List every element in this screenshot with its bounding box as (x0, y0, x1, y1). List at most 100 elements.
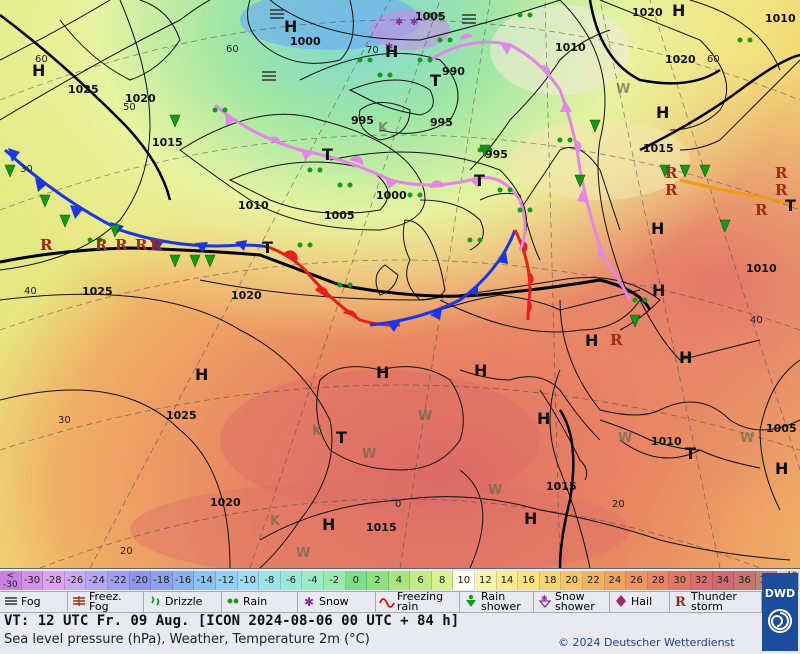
label-1010-mid: 1010 (238, 199, 269, 212)
label-1010-north: 1010 (555, 41, 586, 54)
low-russia: T (785, 196, 796, 215)
svg-text:R: R (150, 236, 163, 254)
colorbar-cell: -2 (323, 571, 346, 590)
colorbar-cell: 16 (518, 571, 540, 590)
legend-item-label: Rain shower (481, 590, 521, 613)
label-1015-nw: 1015 (152, 136, 183, 149)
high-turkey: H (775, 459, 788, 478)
high-france: H (376, 363, 389, 382)
low-atlantic: T (322, 145, 333, 164)
svg-text:R: R (135, 236, 148, 254)
label-1025-west: 1025 (82, 285, 113, 298)
colorbar-cell: 28 (647, 571, 670, 590)
high-nw: H (32, 61, 45, 80)
colorbar-cell: 34 (712, 571, 735, 590)
label-1010-east: 1010 (746, 262, 777, 275)
low-balkan: T (685, 444, 696, 463)
cold-front-channel-triangles (388, 252, 508, 332)
rain-icon (225, 593, 241, 612)
low-iceland: T (430, 71, 441, 90)
warm-letter-africa: W (296, 546, 310, 561)
hail-icon (613, 593, 629, 612)
legend-item-hail: Hail (610, 592, 670, 612)
legend-item-label: Thunder storm (691, 590, 737, 613)
svg-text:R: R (40, 236, 53, 254)
warm-letter-spain: W (418, 409, 432, 424)
legend-item-label: Freezing rain (397, 590, 444, 613)
svg-text:✱: ✱ (304, 595, 314, 608)
chart-description: Sea level pressure (hPa), Weather, Tempe… (4, 632, 370, 647)
colorbar-cell: -20 (129, 571, 152, 590)
low-iberia: T (336, 428, 347, 447)
label-1020-n: 1020 (665, 53, 696, 66)
label-1015-africa: 1015 (366, 521, 397, 534)
svg-text:R: R (115, 236, 128, 254)
svg-text:R: R (610, 331, 623, 349)
svg-text:R: R (755, 201, 768, 219)
colorbar-cell: 4 (388, 571, 411, 590)
colorbar-cell: -26 (64, 571, 87, 590)
legend-item-freezing-fog: Freez. Fog (68, 591, 144, 612)
cold-letter-iceland: K (378, 121, 389, 136)
label-995-a: 995 (351, 114, 374, 127)
label-1020-west: 1020 (231, 289, 262, 302)
isobars (0, 0, 800, 568)
legend-item-rain: Rain (222, 592, 298, 612)
isotherm-70-n: 70 (366, 45, 379, 56)
fog-icon (3, 593, 19, 612)
warm-letter-algeria: W (488, 483, 502, 498)
dwd-swirl-icon (768, 609, 792, 633)
colorbar-cell: -16 (172, 571, 195, 590)
svg-text:R: R (675, 595, 686, 608)
weather-symbol-legend: Fog Freez. Fog Drizzle Rain ✱ Snow Freezing ra… (0, 591, 762, 613)
colorbar-cell: 14 (496, 571, 519, 590)
rain-shower-icon (463, 593, 479, 612)
dwd-logo-text: DWD (764, 587, 796, 600)
isobar-1015-north (588, 0, 721, 85)
high-greenland: H (284, 17, 297, 36)
isotherm-30-nw: 30 (20, 164, 33, 175)
label-1000-mid: 1000 (376, 189, 407, 202)
colorbar-cell: -4 (302, 571, 324, 590)
colorbar-cell: 22 (583, 571, 605, 590)
legend-item-drizzle: Drizzle (144, 592, 222, 612)
legend-item-label: Fog (21, 595, 41, 608)
warm-front-biscay-lobes (283, 250, 357, 317)
label-1000-north: 1000 (290, 35, 321, 48)
temperature-field-north (0, 0, 800, 568)
freezing-rain-icon (379, 593, 395, 612)
legend-item-fog: Fog (0, 592, 68, 612)
isotherm-20-se: 20 (612, 499, 625, 510)
legend-item-label: Hail (631, 595, 653, 608)
label-1015-east: 1015 (643, 142, 674, 155)
warm-letter-turkey: W (740, 431, 754, 446)
drizzle-icon (147, 593, 163, 612)
snow-symbols: ✱ ✱ ✱ (385, 17, 418, 53)
colorbar-cell: -10 (237, 571, 260, 590)
isobar-1015-south (558, 409, 575, 568)
legend-item-rain-shower: Rain shower (460, 590, 534, 613)
isotherm-40-e: 40 (750, 315, 763, 326)
dwd-logo: DWD (762, 573, 798, 651)
svg-text:R: R (665, 164, 678, 182)
high-poland: H (652, 281, 665, 300)
colorbar-cell: 6 (410, 571, 432, 590)
thunderstorm-icon: R (673, 593, 689, 612)
colorbar-cell: 0 (345, 571, 368, 590)
warm-letter-spain-s: W (362, 447, 376, 462)
pressure-centres: H H H H H H H H H H H H H H H H T T T T … (32, 1, 796, 534)
high-austria: H (585, 331, 598, 350)
svg-text:✱: ✱ (395, 17, 403, 28)
svg-text:✱: ✱ (385, 42, 393, 53)
fog-symbols (262, 9, 476, 81)
high-iceland-n: H (385, 42, 398, 61)
legend-panel: < -30 -30 -28 -26 -24 -22 -20 -18 -16 -14 -12 -10 -8… (0, 568, 800, 654)
label-1005-se: 1005 (766, 422, 797, 435)
snow-shower-icon: ✱ (537, 593, 553, 612)
svg-text:R: R (775, 181, 788, 199)
high-russia-n: H (656, 103, 669, 122)
colorbar-cell: -12 (215, 571, 238, 590)
colorbar-cell: 10 (453, 571, 476, 590)
label-995-b: 995 (430, 116, 453, 129)
